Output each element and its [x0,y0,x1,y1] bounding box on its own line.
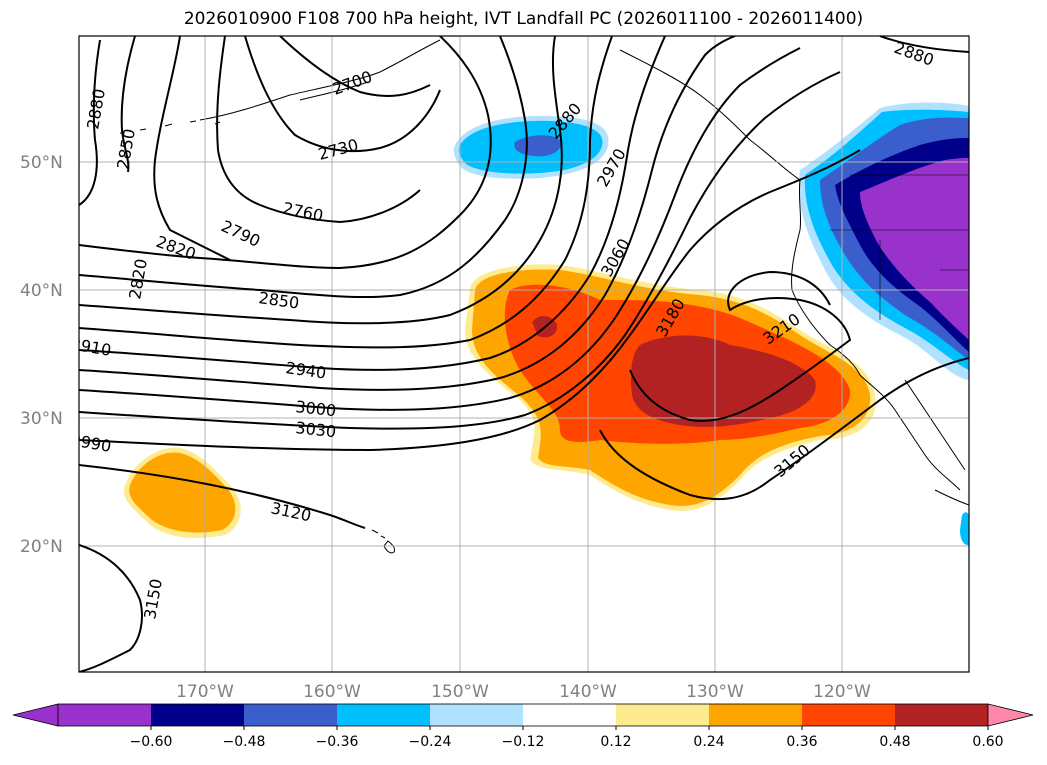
colorbar-tick-label: −0.12 [502,734,545,750]
contour [79,47,801,411]
colorbar-cell [244,704,338,726]
colorbar-tick-label: 0.60 [972,734,1003,750]
lat-label: 30°N [20,409,63,429]
contour [153,36,231,261]
lon-label: 150°W [431,682,489,702]
contour [79,464,366,529]
lon-label: 120°W [813,682,871,702]
lon-label: 140°W [559,682,617,702]
lat-label: 40°N [20,281,63,301]
contour [79,149,861,452]
western-negative-060 [860,158,969,340]
hawaii [371,529,395,554]
contour [79,36,736,391]
contour [120,36,136,173]
colorbar-cell [709,704,803,726]
state-borders [830,174,969,320]
lower-right-anomaly [960,512,969,546]
colorbar-cell [151,704,245,726]
contour [79,36,666,371]
contour [79,36,613,349]
baja-coast [859,374,961,491]
contour [79,39,101,206]
colorbar-cell [58,704,152,726]
contour [599,357,969,501]
contour [244,36,441,153]
subtropical-anomaly-024 [129,452,236,533]
bc-coast [619,49,801,181]
colorbar-cell [337,704,431,726]
colorbar-extend-left [12,703,59,727]
height-contours [79,36,969,672]
lon-label: 170°W [176,682,234,702]
colorbar: −0.60 −0.48 −0.36 −0.24 −0.12 0.12 0.24 0.36 0.4… [12,703,1034,750]
colorbar-cell [895,704,989,726]
lon-label: 130°W [686,682,744,702]
colorbar-tick-label: −0.36 [316,734,359,750]
mexico-coast [934,489,969,506]
contour [216,36,421,224]
colorbar-tick-label: −0.60 [130,734,173,750]
gulf-california [904,379,966,471]
alaska-coast [199,39,441,121]
contour-label: 3000 [295,397,337,420]
lat-label: 50°N [20,153,63,173]
colorbar-extend-right [987,703,1034,727]
colorbar-cell [802,704,896,726]
colorbar-cell [430,704,524,726]
contour-label: 3030 [295,418,337,441]
contour [79,36,563,325]
latitude-labels: 50°N 40°N 30°N 20°N [20,153,63,557]
lon-label: 160°W [303,682,361,702]
colorbar-tick-label: 0.36 [786,734,817,750]
contour [879,36,969,53]
lat-label: 20°N [20,537,63,557]
colorbar-cell [616,704,710,726]
colorbar-tick-label: 0.12 [600,734,631,750]
longitude-labels: 170°W 160°W 150°W 140°W 130°W 120°W [176,682,871,702]
contour [79,36,492,270]
contour [279,36,431,97]
map-title: 2026010900 F108 700 hPa height, IVT Land… [183,9,864,29]
contour [79,544,143,672]
contour [79,71,841,430]
colorbar-tick-label: 0.24 [693,734,724,750]
ivt-shading [124,102,969,546]
colorbar-tick-label: 0.48 [879,734,910,750]
colorbar-cell [523,704,617,726]
coastlines [120,39,969,554]
positive-anomaly-048 [630,335,816,428]
colorbar-tick-label: −0.48 [223,734,266,750]
colorbar-tick-label: −0.24 [409,734,452,750]
contour [629,270,852,422]
contour [79,36,528,299]
map-frame [78,35,970,673]
